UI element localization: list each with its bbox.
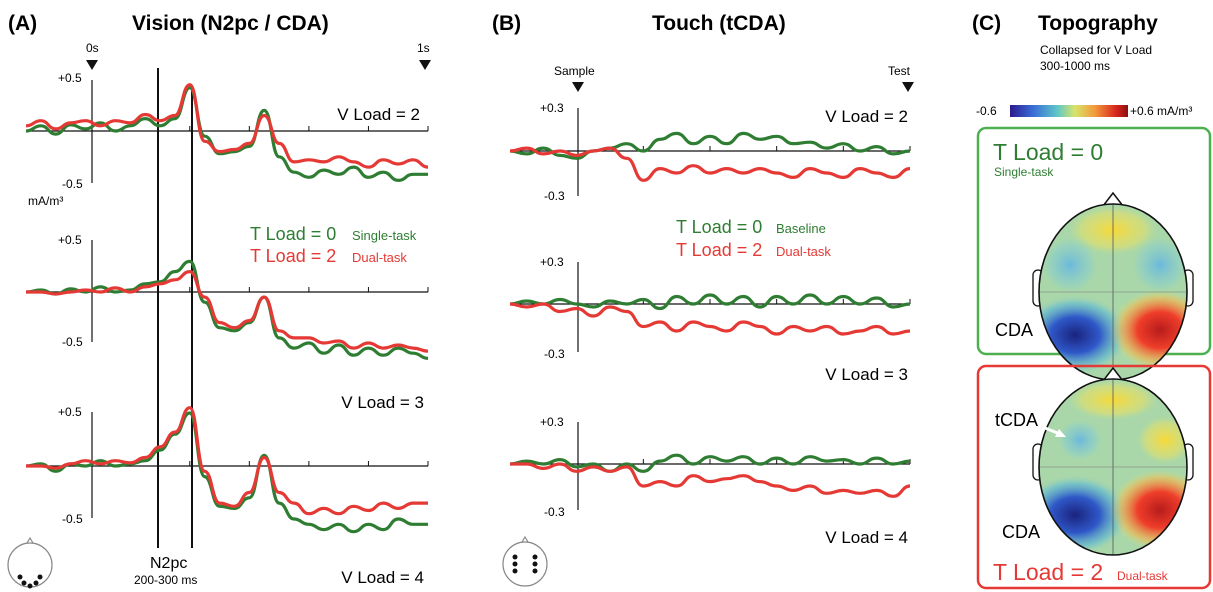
map-dual-title: T Load = 2 (993, 559, 1103, 585)
end-marker-icon (419, 60, 431, 70)
condition-label: V Load = 2 (825, 107, 908, 126)
legend-a-dual-note: Dual-task (352, 250, 407, 265)
panel-a-marker-start: 0s (86, 41, 99, 55)
series-line-dual-task (509, 302, 911, 336)
legend-a-dual: T Load = 2 (250, 246, 336, 266)
legend-b-single: T Load = 0 (676, 217, 762, 237)
series-line-dual-task (26, 270, 429, 353)
erp-plot-a-3: +0.5 -0.5 V Load = 4 (25, 405, 429, 587)
panel-b-letter: (B) (492, 12, 521, 35)
y-tick-bottom: -0.3 (544, 505, 565, 519)
y-tick-top: +0.5 (58, 71, 82, 85)
map-dual-subtitle: Dual-task (1117, 569, 1169, 583)
y-tick-bottom: -0.3 (544, 347, 565, 361)
y-tick-top: +0.5 (58, 233, 82, 247)
map-single-subtitle: Single-task (994, 165, 1054, 179)
panel-b-marker-start: Sample (554, 64, 595, 78)
erp-plot-a-2: +0.5 -0.5 V Load = 3 (25, 233, 429, 412)
series-line-dual-task (26, 406, 428, 516)
map-dual-tcda: tCDA (995, 410, 1038, 430)
electrode-head-icon-b (502, 535, 548, 587)
legend-a-single: T Load = 0 (250, 224, 336, 244)
tcda-arrowhead-icon (1055, 429, 1066, 437)
panel-c-title: Topography (1038, 12, 1158, 35)
series-line-single-task (25, 411, 428, 534)
n2pc-range: 200-300 ms (134, 573, 197, 587)
n2pc-label: N2pc (150, 555, 187, 572)
panel-b-marker-end: Test (888, 64, 911, 78)
series-line-single-task (25, 86, 428, 182)
erp-plot-a-1: +0.5 -0.5 V Load = 2 (25, 71, 429, 191)
panel-a-marker-end: 1s (417, 41, 430, 55)
panel-a-title: Vision (N2pc / CDA) (132, 12, 329, 35)
panel-c-subtitle-1: Collapsed for V Load (1040, 43, 1152, 57)
scalp-map-single (1032, 191, 1194, 381)
erp-plot-b-2: +0.3 -0.3 V Load = 3 (509, 255, 911, 384)
legend-a-single-note: Single-task (352, 228, 417, 243)
y-tick-bottom: -0.5 (62, 177, 83, 191)
y-tick-top: +0.3 (540, 255, 564, 269)
panel-c-subtitle-2: 300-1000 ms (1040, 59, 1110, 73)
condition-label: V Load = 2 (337, 105, 420, 124)
y-tick-bottom: -0.3 (544, 189, 565, 203)
erp-plots: +0.5-0.5V Load = 2+0.5-0.5V Load = 3+0.5… (25, 71, 911, 587)
erp-plot-b-1: +0.3 -0.3 V Load = 2 (509, 101, 911, 203)
y-tick-top: +0.5 (58, 405, 82, 419)
colorbar (1010, 105, 1128, 117)
y-tick-top: +0.3 (540, 415, 564, 429)
colorbar-min: -0.6 (976, 104, 997, 118)
map-single-cda: CDA (995, 320, 1033, 340)
series-line-dual-task (509, 462, 911, 498)
map-dual-cda: CDA (1002, 522, 1040, 542)
series-line-single-task (509, 453, 911, 473)
map-single-title: T Load = 0 (993, 139, 1103, 165)
condition-label: V Load = 3 (825, 365, 908, 384)
panel-a-unit: mA/m³ (28, 194, 63, 208)
onset-marker-icon (86, 60, 98, 70)
y-tick-top: +0.3 (540, 101, 564, 115)
map-dual-box (976, 364, 1212, 590)
series-line-dual-task (509, 146, 911, 182)
y-tick-bottom: -0.5 (62, 512, 83, 526)
colorbar-max: +0.6 mA/m³ (1130, 104, 1192, 118)
series-line-single-task (509, 131, 911, 160)
series-line-single-task (509, 293, 911, 311)
panel-b-title: Touch (tCDA) (652, 12, 786, 35)
legend-b-dual: T Load = 2 (676, 240, 762, 260)
condition-label: V Load = 4 (825, 528, 908, 547)
y-tick-bottom: -0.5 (62, 335, 83, 349)
erp-plot-b-3: +0.3 -0.3 V Load = 4 (509, 415, 911, 547)
legend-b-dual-note: Dual-task (776, 244, 831, 259)
panel-a-letter: (A) (8, 12, 37, 35)
legend-b-single-note: Baseline (776, 221, 826, 236)
condition-label: V Load = 4 (341, 568, 424, 587)
panel-c-letter: (C) (972, 12, 1001, 35)
scalp-map-dual (1032, 366, 1194, 556)
electrode-head-icon-a (7, 536, 53, 589)
series-line-dual-task (25, 83, 429, 169)
test-marker-icon (902, 82, 914, 92)
condition-label: V Load = 3 (341, 393, 424, 412)
sample-marker-icon (572, 82, 584, 92)
